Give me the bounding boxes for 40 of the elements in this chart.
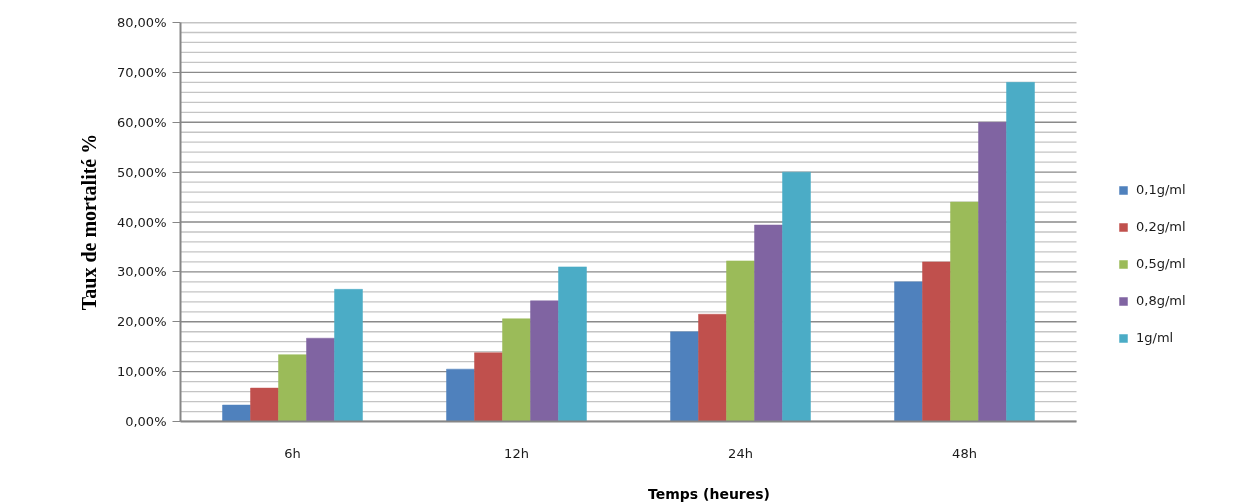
x-tick-label: 24h <box>728 445 753 461</box>
y-tick-label: 40,00% <box>116 214 167 230</box>
bar <box>446 368 475 422</box>
bar <box>950 201 979 422</box>
legend-label: 0,2g/ml <box>1136 219 1186 234</box>
bar <box>782 171 811 422</box>
bar <box>278 354 307 422</box>
legend-label: 0,8g/ml <box>1136 293 1186 308</box>
y-tick-label: 30,00% <box>116 264 167 280</box>
legend-label: 0,5g/ml <box>1136 256 1186 271</box>
bar <box>726 260 755 422</box>
bar <box>306 337 335 422</box>
bar <box>922 261 951 422</box>
bar <box>558 266 587 422</box>
x-tick-label: 48h <box>952 445 977 461</box>
y-tick-label: 70,00% <box>116 64 167 80</box>
y-tick-label: 60,00% <box>116 114 167 130</box>
bar <box>334 289 363 422</box>
y-tick-label: 20,00% <box>116 314 167 330</box>
bar <box>894 281 923 422</box>
y-tick-label: 0,00% <box>125 414 167 429</box>
bar <box>670 331 699 422</box>
bar <box>754 224 783 422</box>
x-tick-label: 12h <box>504 445 529 461</box>
legend-label: 1g/ml <box>1136 330 1174 345</box>
bar <box>474 352 503 422</box>
y-tick-label: 10,00% <box>116 364 167 380</box>
x-tick-label: 6h <box>284 445 301 461</box>
y-axis-title: Taux de mortalité % <box>77 133 100 311</box>
bar <box>978 122 1007 422</box>
legend-label: 0,1g/ml <box>1136 182 1186 197</box>
y-tick-label: 50,00% <box>116 164 167 180</box>
x-axis-title: Temps (heures) <box>648 485 770 502</box>
y-tick-label: 80,00% <box>116 15 167 30</box>
bar <box>698 314 727 422</box>
bar <box>1006 82 1035 422</box>
bar <box>250 387 279 422</box>
bar <box>530 300 559 422</box>
bar <box>502 318 531 422</box>
bar <box>222 404 251 422</box>
